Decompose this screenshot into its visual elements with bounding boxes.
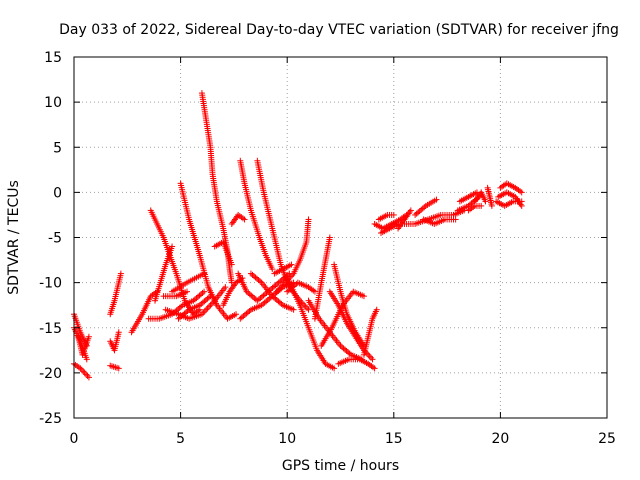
y-tick-label: 5 bbox=[53, 140, 62, 156]
y-tick-label: 15 bbox=[44, 50, 62, 66]
data-point bbox=[222, 284, 229, 291]
data-point bbox=[305, 306, 312, 313]
data-point bbox=[290, 306, 297, 313]
data-point bbox=[482, 198, 489, 205]
data-point bbox=[407, 207, 414, 214]
y-tick-label: -20 bbox=[39, 366, 62, 382]
x-tick-label: 5 bbox=[176, 431, 185, 447]
data-point bbox=[233, 311, 240, 318]
x-tick-label: 25 bbox=[598, 431, 616, 447]
data-point bbox=[201, 308, 208, 315]
data-point bbox=[207, 302, 214, 309]
data-point bbox=[78, 366, 85, 373]
y-tick-label: -15 bbox=[39, 321, 62, 337]
data-point bbox=[373, 306, 380, 313]
data-point bbox=[390, 211, 397, 218]
data-point bbox=[84, 372, 91, 379]
y-tick-label: -5 bbox=[48, 231, 62, 247]
data-point bbox=[326, 234, 333, 241]
data-point bbox=[81, 369, 88, 376]
data-point bbox=[183, 288, 190, 295]
data-point bbox=[80, 368, 87, 375]
x-tick-label: 10 bbox=[278, 431, 296, 447]
data-point bbox=[169, 243, 176, 250]
axis-ticks: 0 5 10 15 20 25 -25 -20 -15 -10 -5 0 5 10 15 bbox=[39, 50, 616, 447]
x-tick-label: 20 bbox=[491, 431, 509, 447]
data-point bbox=[115, 365, 122, 372]
data-point bbox=[83, 371, 90, 378]
data-point bbox=[288, 261, 295, 268]
data-point bbox=[207, 293, 214, 300]
data-point bbox=[117, 270, 124, 277]
chart-title: Day 033 of 2022, Sidereal Day-to-day VTE… bbox=[59, 22, 619, 38]
y-tick-label: -25 bbox=[39, 411, 62, 427]
data-point bbox=[85, 374, 92, 381]
y-tick-label: 0 bbox=[53, 185, 62, 201]
x-tick-label: 15 bbox=[385, 431, 403, 447]
data-point bbox=[241, 216, 248, 223]
y-tick-label: 10 bbox=[44, 95, 62, 111]
data-point bbox=[478, 202, 485, 209]
data-point bbox=[368, 354, 375, 361]
data-point bbox=[452, 216, 459, 223]
x-tick-label: 0 bbox=[70, 431, 79, 447]
data-point bbox=[311, 288, 318, 295]
data-point bbox=[518, 202, 525, 209]
data-point bbox=[369, 356, 376, 363]
data-point bbox=[366, 353, 373, 360]
data-point bbox=[331, 365, 338, 372]
data-point bbox=[269, 266, 276, 273]
data-point bbox=[433, 196, 440, 203]
data-point bbox=[206, 303, 213, 310]
y-axis-label: SDTVAR / TECUs bbox=[6, 180, 22, 295]
data-point bbox=[115, 329, 122, 336]
x-axis-label: GPS time / hours bbox=[282, 458, 399, 474]
data-point bbox=[518, 189, 525, 196]
data-marks bbox=[71, 90, 525, 381]
data-point bbox=[228, 261, 235, 268]
data-point bbox=[85, 333, 92, 340]
data-point bbox=[204, 305, 211, 312]
data-point bbox=[203, 306, 210, 313]
data-point bbox=[360, 293, 367, 300]
data-point bbox=[371, 365, 378, 372]
data-point bbox=[83, 356, 90, 363]
data-point bbox=[488, 202, 495, 209]
data-point bbox=[201, 288, 208, 295]
y-tick-label: -10 bbox=[39, 276, 62, 292]
data-point bbox=[305, 216, 312, 223]
